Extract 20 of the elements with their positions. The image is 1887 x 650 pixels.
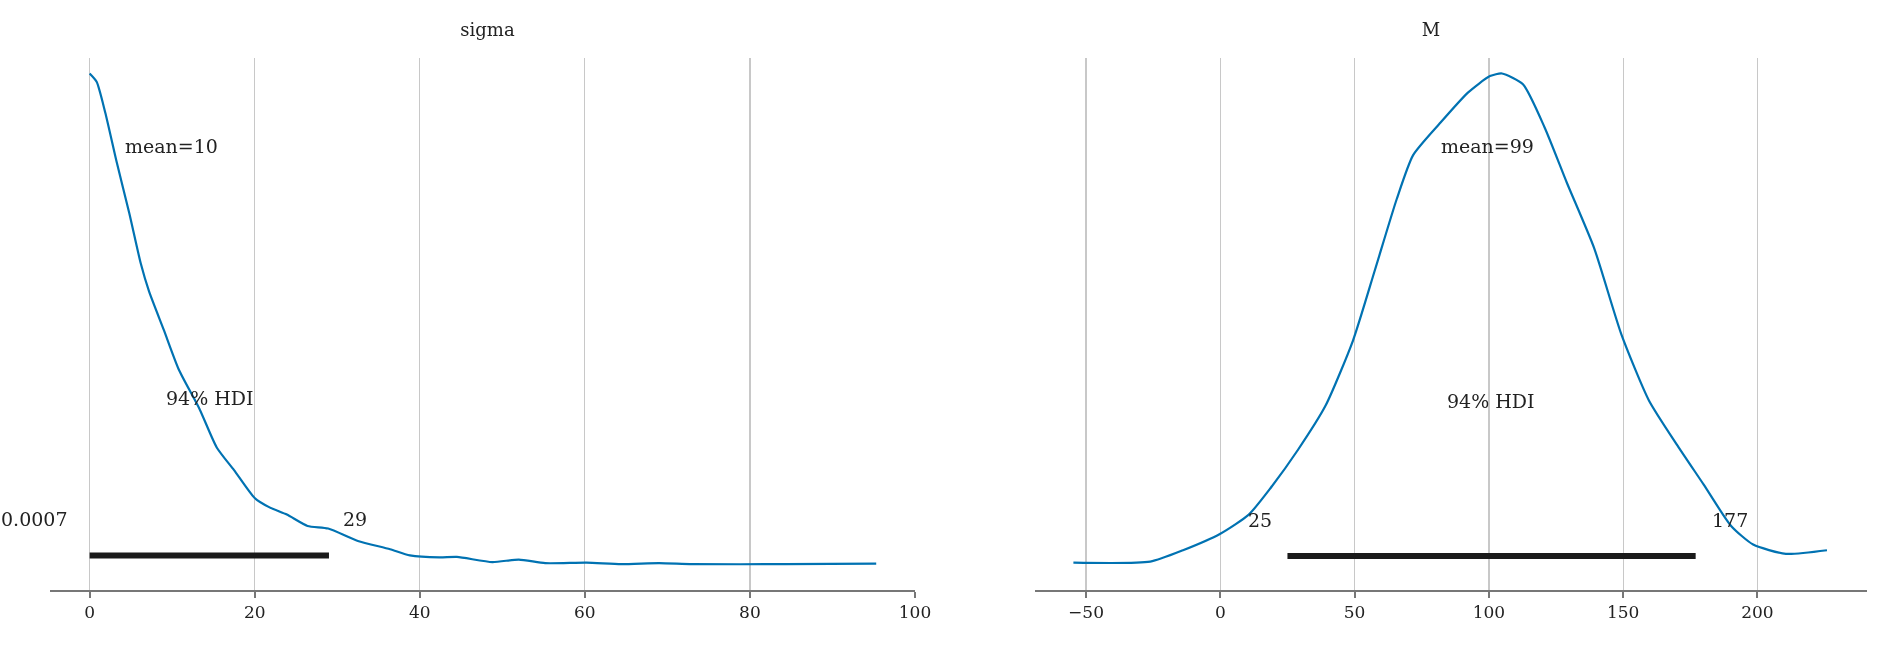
x-tick-label: 50 — [1343, 602, 1366, 623]
x-tick-label: 150 — [1606, 602, 1640, 623]
x-tick-label: −50 — [1068, 602, 1104, 623]
annotation: 29 — [343, 508, 368, 530]
annotation: mean=10 — [125, 135, 218, 157]
x-tick-label: 20 — [243, 602, 266, 623]
x-tick-label: 80 — [739, 602, 761, 623]
x-tick-label: 0 — [84, 602, 96, 623]
annotation: mean=99 — [1441, 135, 1534, 157]
x-tick-label: 60 — [574, 602, 596, 623]
chart-title: M — [1421, 18, 1441, 40]
annotation: 0.0007 — [1, 508, 68, 530]
x-tick-label: 100 — [1472, 602, 1506, 623]
chart-title: sigma — [460, 18, 515, 40]
x-tick-label: 40 — [408, 602, 431, 623]
x-tick-label: 0 — [1214, 602, 1226, 623]
annotation: 94% HDI — [1447, 390, 1535, 412]
annotation: 25 — [1248, 509, 1273, 531]
x-tick-label: 100 — [898, 602, 932, 623]
x-tick-label: 200 — [1741, 602, 1774, 623]
